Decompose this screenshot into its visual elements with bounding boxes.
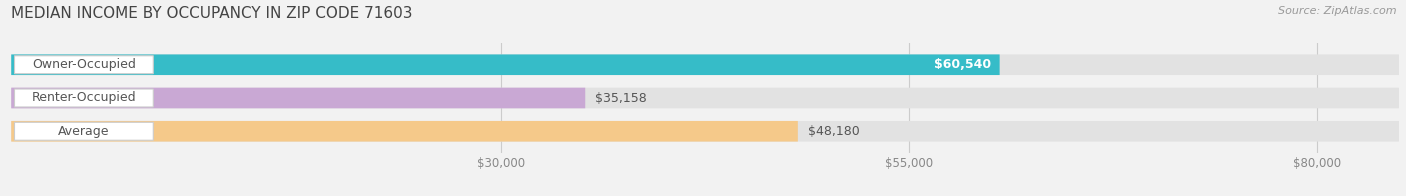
FancyBboxPatch shape	[11, 54, 1000, 75]
Text: $60,540: $60,540	[935, 58, 991, 71]
Text: Owner-Occupied: Owner-Occupied	[32, 58, 136, 71]
Text: Average: Average	[58, 125, 110, 138]
FancyBboxPatch shape	[11, 54, 1399, 75]
FancyBboxPatch shape	[11, 121, 797, 142]
Text: $35,158: $35,158	[595, 92, 647, 104]
FancyBboxPatch shape	[14, 122, 153, 140]
Text: $48,180: $48,180	[807, 125, 859, 138]
FancyBboxPatch shape	[14, 89, 153, 107]
FancyBboxPatch shape	[14, 56, 153, 74]
Text: Source: ZipAtlas.com: Source: ZipAtlas.com	[1278, 6, 1396, 16]
Text: MEDIAN INCOME BY OCCUPANCY IN ZIP CODE 71603: MEDIAN INCOME BY OCCUPANCY IN ZIP CODE 7…	[11, 6, 413, 21]
FancyBboxPatch shape	[11, 88, 1399, 108]
Text: Renter-Occupied: Renter-Occupied	[31, 92, 136, 104]
FancyBboxPatch shape	[11, 121, 1399, 142]
FancyBboxPatch shape	[11, 88, 585, 108]
